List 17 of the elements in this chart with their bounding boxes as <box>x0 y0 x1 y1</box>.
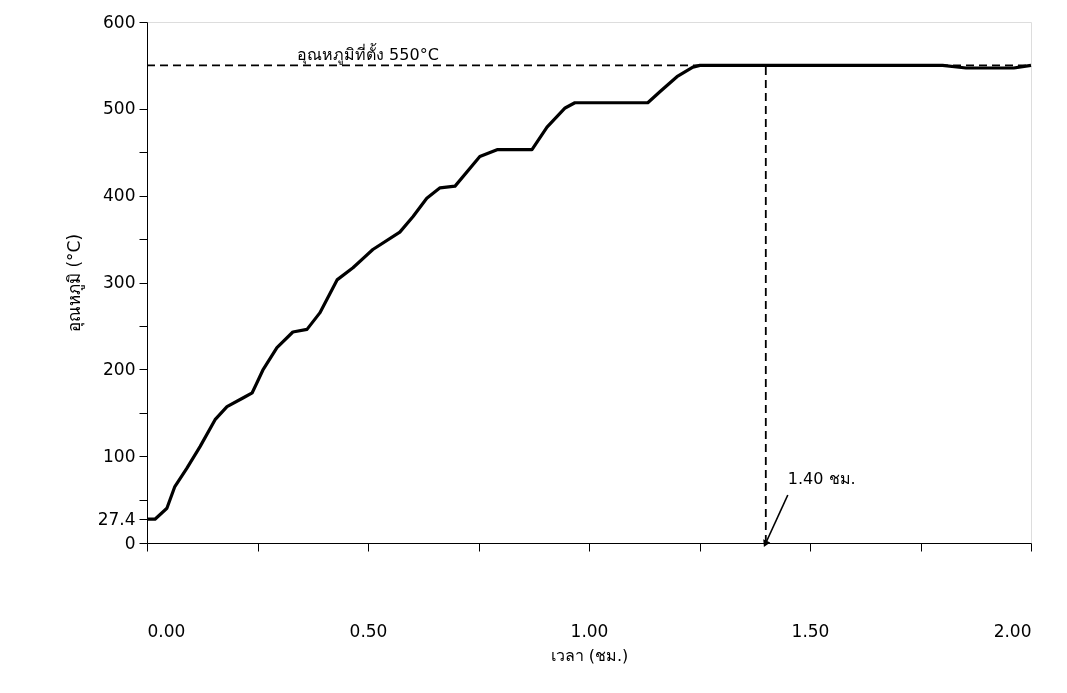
y-tick-label: 400 <box>103 185 136 206</box>
y-tick-label: 100 <box>103 445 136 466</box>
x-axis-title: เวลา (ชม.) <box>550 645 629 665</box>
x-tick-label: 0.50 <box>349 620 388 641</box>
y-tick-label: 200 <box>103 358 136 379</box>
y-tick-label: 27.4 <box>97 508 136 529</box>
y-tick-label: 500 <box>103 98 136 119</box>
x-tick-label: 1.00 <box>570 620 609 641</box>
x-tick-label: 0.00 <box>147 620 186 641</box>
y-tick-label: 300 <box>103 272 136 292</box>
x-tick-label: 2.00 <box>993 620 1032 641</box>
x-tick-label: 1.50 <box>791 620 830 641</box>
ref-line-label: อุณหภูมิที่ตั้ง 550°C <box>297 43 439 66</box>
y-tick-label: 600 <box>103 11 136 32</box>
y-tick-label: 0 <box>124 532 136 553</box>
y-axis-title: อุณหภูมิ (°C) <box>63 233 85 333</box>
annotation: 1.40 ชม. <box>787 469 856 488</box>
